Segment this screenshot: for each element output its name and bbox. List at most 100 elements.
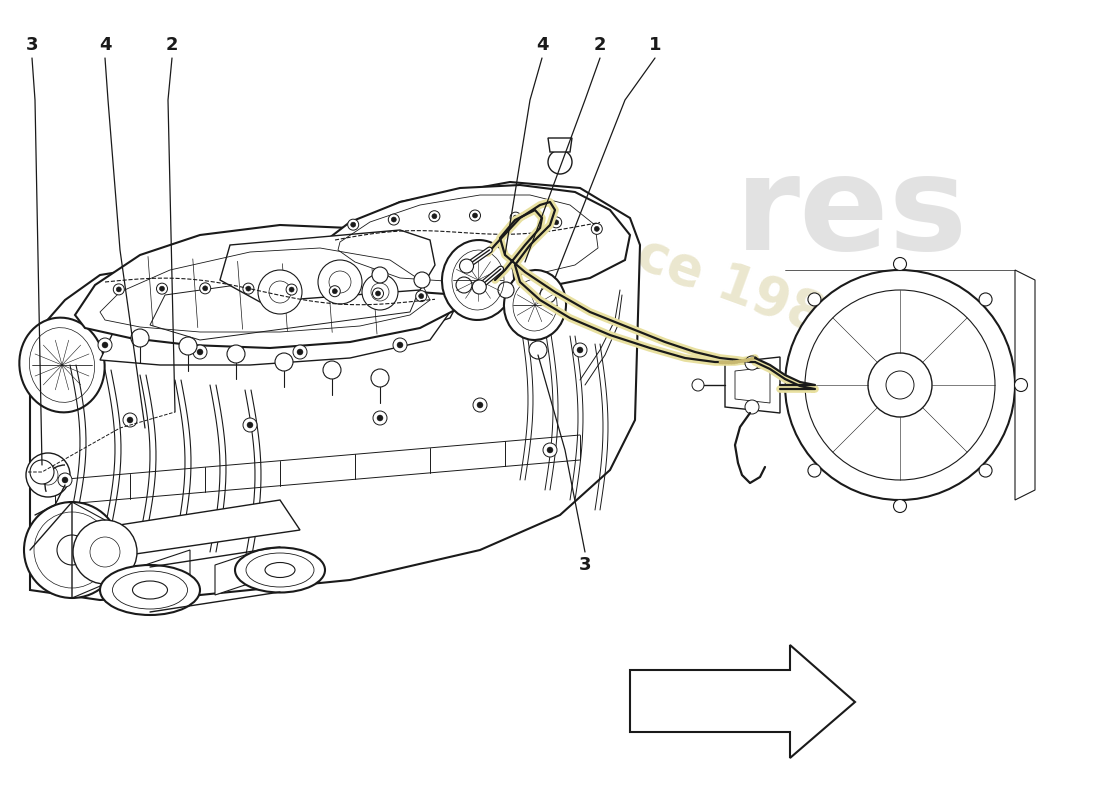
Polygon shape xyxy=(1015,270,1035,500)
Ellipse shape xyxy=(20,318,104,412)
Circle shape xyxy=(62,477,68,483)
Circle shape xyxy=(578,347,583,353)
Text: 4: 4 xyxy=(99,36,111,54)
Circle shape xyxy=(868,353,932,417)
Circle shape xyxy=(745,400,759,414)
Circle shape xyxy=(57,535,87,565)
Circle shape xyxy=(113,284,124,295)
Text: 3: 3 xyxy=(579,556,592,574)
Circle shape xyxy=(117,287,121,292)
Circle shape xyxy=(323,361,341,379)
Text: a: a xyxy=(450,372,477,406)
Circle shape xyxy=(592,223,603,234)
Polygon shape xyxy=(630,645,855,758)
Circle shape xyxy=(414,272,430,288)
Circle shape xyxy=(375,291,381,296)
Circle shape xyxy=(785,270,1015,500)
Circle shape xyxy=(429,210,440,222)
Text: 4: 4 xyxy=(536,36,548,54)
Circle shape xyxy=(432,214,437,218)
Text: ce 1985: ce 1985 xyxy=(630,228,866,356)
Circle shape xyxy=(373,411,387,425)
Ellipse shape xyxy=(504,270,566,340)
Polygon shape xyxy=(100,255,450,365)
Circle shape xyxy=(123,413,138,427)
Circle shape xyxy=(24,502,120,598)
Circle shape xyxy=(332,289,338,294)
Polygon shape xyxy=(548,138,572,152)
Circle shape xyxy=(26,453,70,497)
Circle shape xyxy=(893,499,906,513)
Circle shape xyxy=(160,286,165,291)
Polygon shape xyxy=(725,357,780,413)
Circle shape xyxy=(373,288,384,299)
Circle shape xyxy=(248,422,253,428)
Circle shape xyxy=(392,217,396,222)
Polygon shape xyxy=(55,500,300,565)
Circle shape xyxy=(246,286,251,291)
Circle shape xyxy=(297,349,302,355)
Circle shape xyxy=(460,259,473,273)
Circle shape xyxy=(156,283,167,294)
Circle shape xyxy=(543,443,557,457)
Circle shape xyxy=(1014,378,1027,391)
Text: 2: 2 xyxy=(594,36,606,54)
Polygon shape xyxy=(220,230,434,302)
Circle shape xyxy=(192,345,207,359)
Circle shape xyxy=(513,215,518,220)
Circle shape xyxy=(362,274,398,310)
Circle shape xyxy=(470,210,481,221)
Circle shape xyxy=(540,287,556,303)
Ellipse shape xyxy=(442,240,514,320)
Circle shape xyxy=(472,280,486,294)
Ellipse shape xyxy=(235,547,324,593)
Circle shape xyxy=(98,338,112,352)
Circle shape xyxy=(243,418,257,432)
Circle shape xyxy=(351,222,355,227)
Polygon shape xyxy=(145,550,190,595)
Ellipse shape xyxy=(265,562,295,578)
Polygon shape xyxy=(214,550,260,595)
Circle shape xyxy=(388,214,399,225)
Circle shape xyxy=(377,415,383,421)
Circle shape xyxy=(275,353,293,371)
Circle shape xyxy=(529,341,547,359)
Circle shape xyxy=(893,258,906,270)
Polygon shape xyxy=(75,225,465,348)
Circle shape xyxy=(594,226,600,231)
Circle shape xyxy=(473,213,477,218)
Circle shape xyxy=(243,283,254,294)
Circle shape xyxy=(329,286,340,297)
Circle shape xyxy=(73,520,138,584)
Text: 1: 1 xyxy=(649,36,661,54)
Circle shape xyxy=(772,378,785,391)
Circle shape xyxy=(498,282,514,298)
Circle shape xyxy=(477,402,483,408)
Circle shape xyxy=(419,294,424,298)
Circle shape xyxy=(473,398,487,412)
Ellipse shape xyxy=(132,581,167,599)
Polygon shape xyxy=(320,185,630,295)
Circle shape xyxy=(289,287,294,292)
Circle shape xyxy=(393,338,407,352)
Circle shape xyxy=(372,267,388,283)
Circle shape xyxy=(126,417,133,423)
Circle shape xyxy=(807,464,821,477)
Circle shape xyxy=(371,369,389,387)
Circle shape xyxy=(553,220,559,225)
Circle shape xyxy=(397,342,403,348)
Text: r parts: r parts xyxy=(520,204,644,277)
Circle shape xyxy=(551,217,562,228)
Circle shape xyxy=(258,270,303,314)
Circle shape xyxy=(510,212,521,223)
Circle shape xyxy=(131,329,149,347)
Circle shape xyxy=(202,286,208,291)
Circle shape xyxy=(547,447,553,453)
Circle shape xyxy=(807,293,821,306)
Circle shape xyxy=(200,283,211,294)
Circle shape xyxy=(227,345,245,363)
Circle shape xyxy=(573,343,587,357)
Polygon shape xyxy=(150,265,420,340)
Circle shape xyxy=(692,379,704,391)
Circle shape xyxy=(416,290,427,302)
